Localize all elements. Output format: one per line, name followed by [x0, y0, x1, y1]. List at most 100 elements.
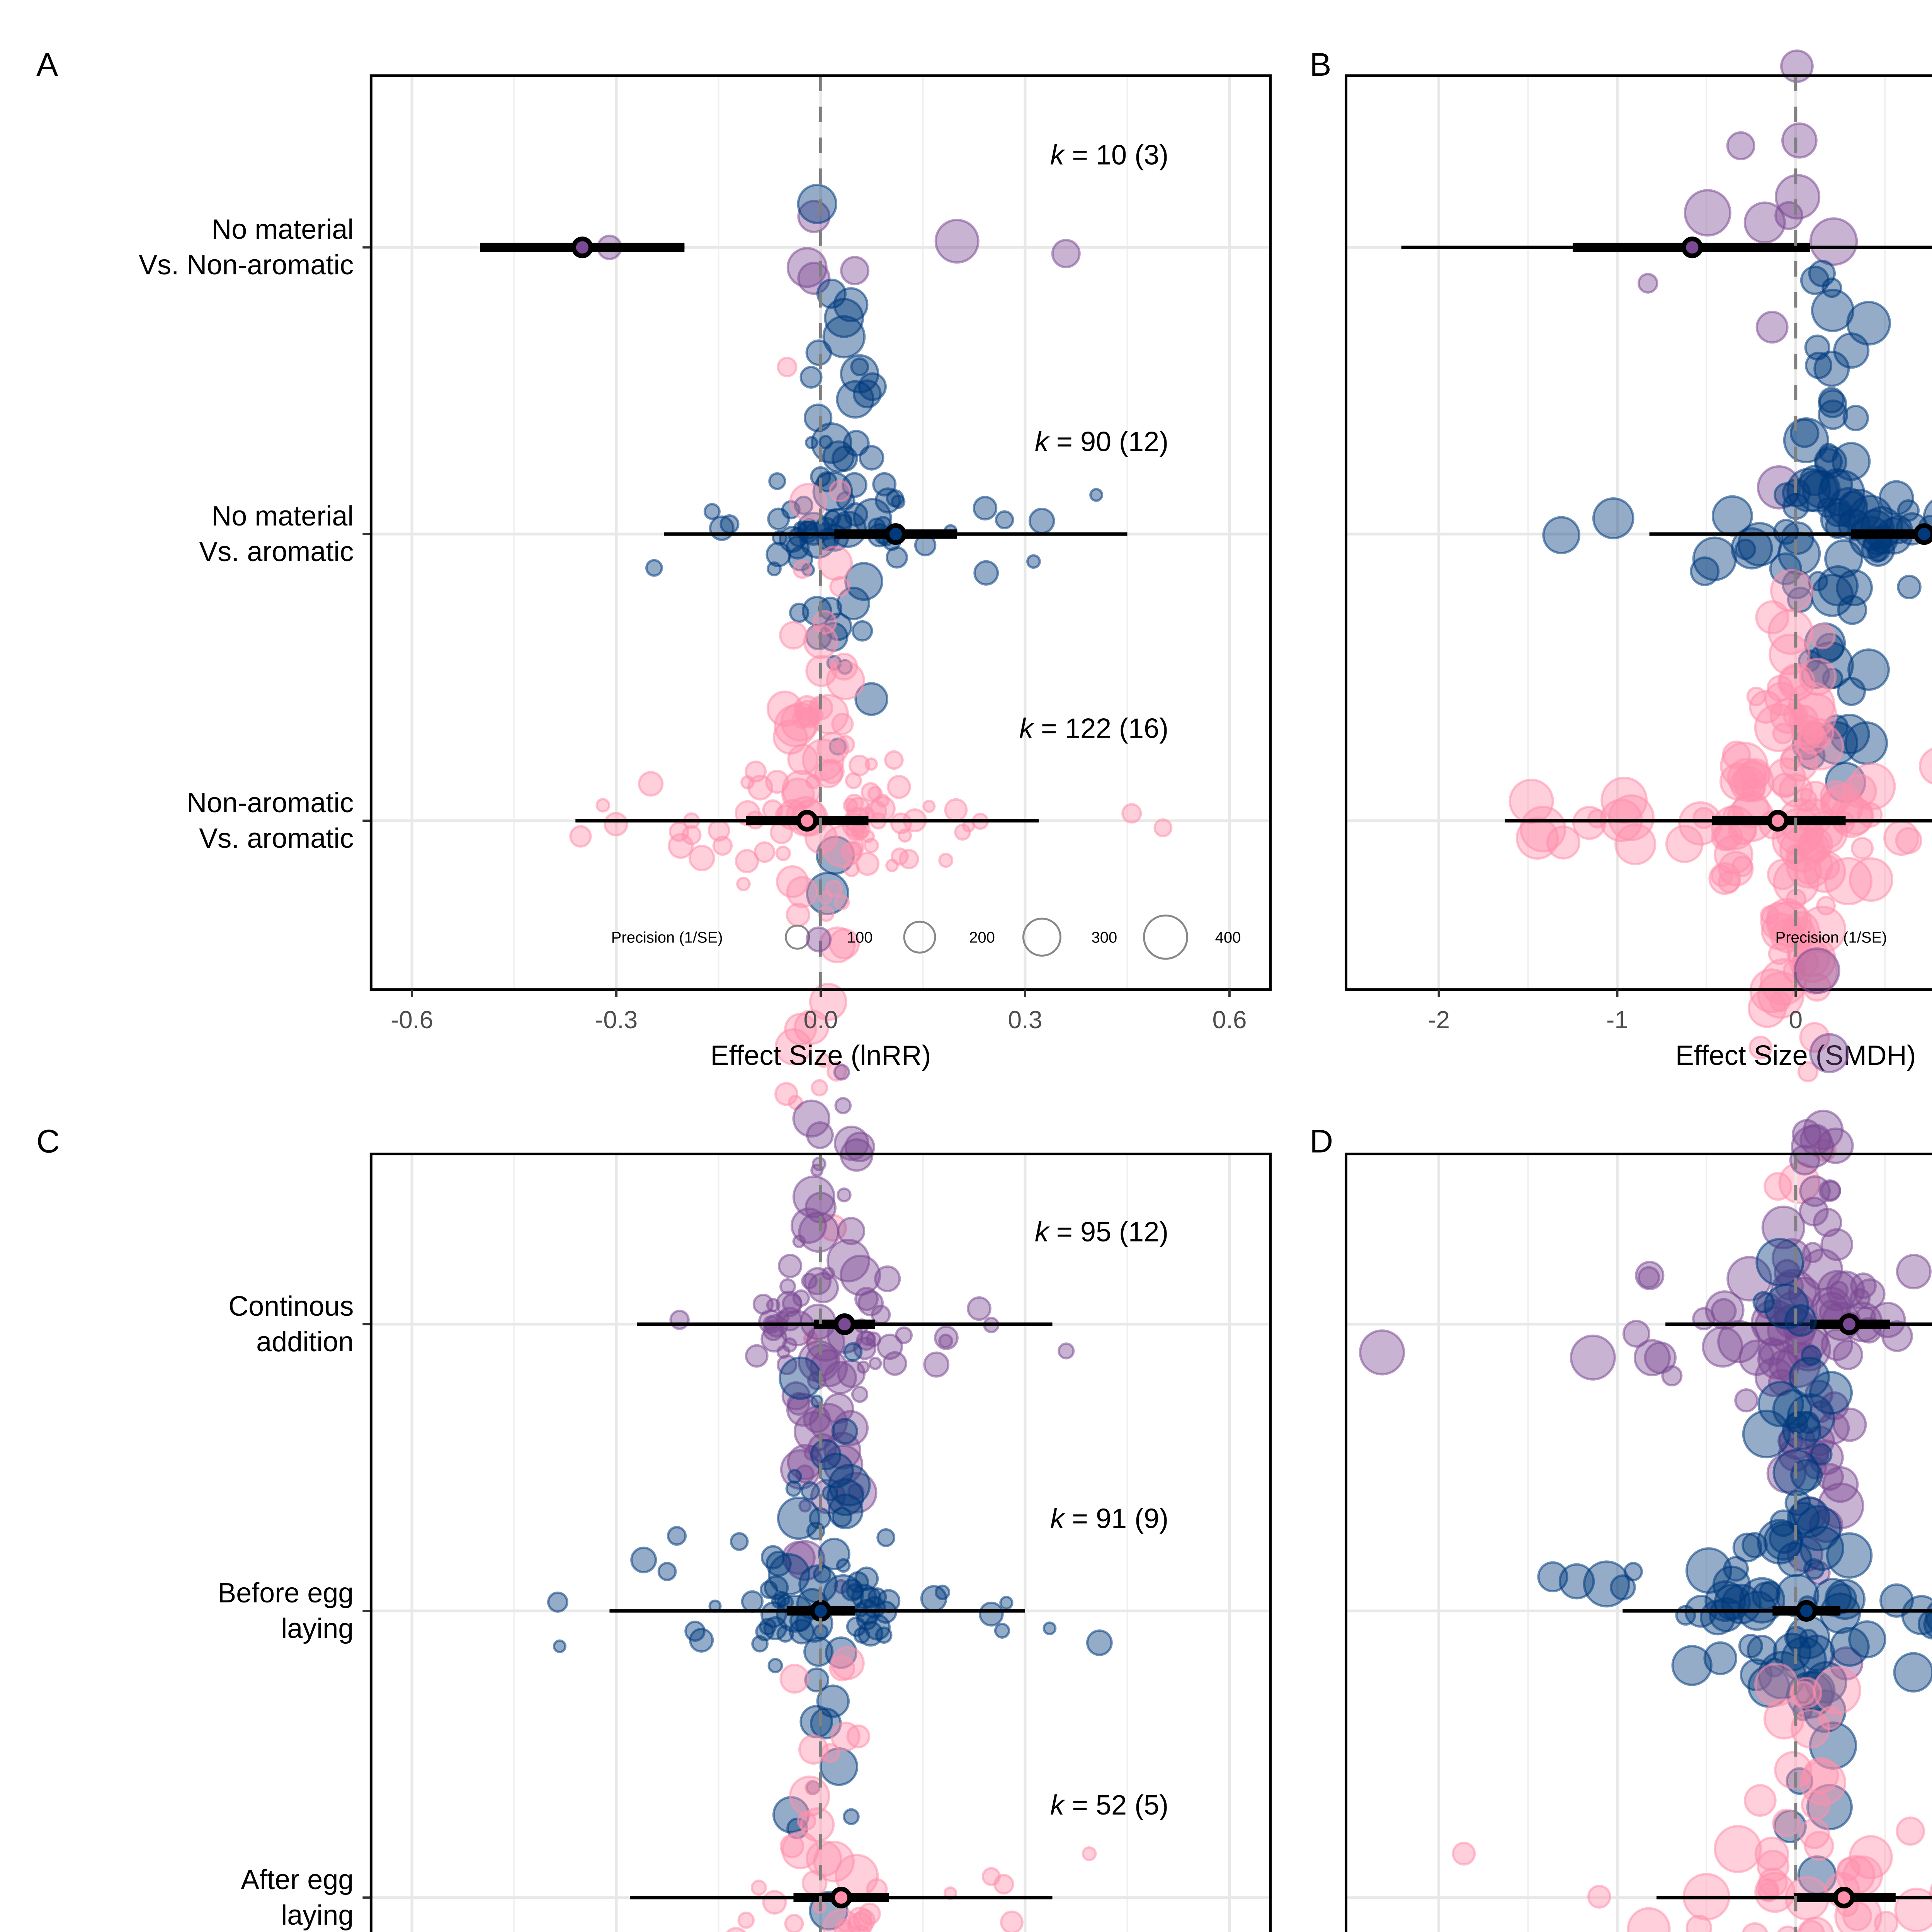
effect-size-point: [816, 1053, 831, 1068]
effect-size-point: [730, 1532, 749, 1551]
effect-size-point: [854, 1287, 879, 1311]
effect-size-point: [864, 757, 878, 771]
effect-size-point: [840, 354, 879, 394]
effect-size-point: [1846, 301, 1891, 346]
effect-size-point: [1761, 1205, 1806, 1250]
effect-size-point: [817, 545, 853, 581]
effect-size-point: [833, 1064, 850, 1081]
effect-size-point: [1894, 1888, 1932, 1932]
effect-size-point: [1799, 1022, 1830, 1053]
effect-size-point: [688, 845, 715, 871]
effect-size-point: [1795, 1505, 1842, 1551]
effect-size-point: [887, 775, 911, 799]
pooled-estimate: [796, 810, 818, 832]
legend-size-key: [903, 920, 936, 954]
effect-size-point: [794, 495, 814, 515]
effect-size-point: [712, 835, 733, 856]
effect-size-point: [1633, 1339, 1671, 1376]
effect-size-point: [1826, 1583, 1857, 1614]
effect-size-point: [1832, 1407, 1867, 1442]
panel-b: Bk = 11 (3)k = 94 (12)k = 132 (16)Precis…: [1310, 46, 1932, 1204]
legend-label: 400: [1215, 929, 1241, 946]
effect-size-point: [792, 1175, 835, 1219]
group-label: laying: [281, 1613, 354, 1644]
effect-size-point: [842, 472, 867, 498]
effect-size-point: [816, 731, 849, 765]
effect-size-point: [1800, 265, 1830, 295]
effect-size-point: [1896, 1816, 1925, 1846]
effect-size-point: [1777, 1925, 1799, 1932]
effect-size-point: [709, 515, 735, 541]
effect-size-point: [1644, 1341, 1677, 1374]
effect-size-point: [973, 496, 998, 520]
effect-size-point: [866, 1331, 882, 1347]
effect-size-point: [876, 1528, 896, 1547]
effect-size-point: [1809, 1371, 1853, 1415]
effect-size-point: [638, 771, 664, 797]
effect-size-point: [1705, 1290, 1745, 1330]
effect-size-point: [1051, 239, 1081, 269]
effect-size-point: [818, 1537, 850, 1570]
effect-size-point: [1727, 757, 1767, 798]
effect-size-point: [1797, 1061, 1819, 1082]
x-tick-label: 0.3: [1008, 1006, 1042, 1034]
effect-size-point: [799, 366, 823, 389]
effect-size-point: [1692, 1307, 1716, 1331]
effect-size-point: [1754, 1836, 1789, 1871]
effect-size-point: [849, 754, 871, 777]
effect-size-point: [750, 1879, 767, 1896]
effect-size-point: [1781, 122, 1818, 159]
effect-size-point: [1153, 818, 1173, 837]
pooled-estimate: [810, 1600, 832, 1622]
effect-size-point: [1757, 1339, 1798, 1380]
effect-size-point: [1690, 556, 1720, 586]
effect-size-point: [813, 1840, 855, 1883]
effect-size-point: [854, 682, 889, 716]
effect-size-point: [834, 1097, 852, 1114]
x-tick-label: -0.3: [595, 1006, 638, 1034]
effect-size-point: [1763, 1698, 1805, 1740]
effect-size-point: [1627, 1907, 1671, 1932]
effect-size-point: [779, 1663, 810, 1694]
effect-size-point: [1782, 917, 1816, 951]
effect-size-point: [735, 849, 759, 874]
effect-size-point: [1610, 1574, 1636, 1600]
effect-size-point: [811, 1079, 828, 1097]
effect-size-point: [1820, 789, 1848, 817]
effect-size-point: [1799, 1759, 1847, 1806]
effect-size-point: [1868, 540, 1890, 562]
effect-size-point: [1671, 1645, 1713, 1686]
effect-size-point: [1711, 823, 1739, 852]
effect-size-point: [1784, 1490, 1811, 1516]
effect-size-point: [667, 1526, 687, 1546]
legend-size-key: [1022, 917, 1061, 957]
legend-size-key: [1143, 914, 1189, 960]
effect-size-point: [657, 1562, 677, 1581]
effect-size-point: [1847, 648, 1890, 691]
effect-size-point: [851, 1386, 869, 1403]
effect-size-point: [1775, 174, 1821, 220]
effect-size-point: [884, 750, 904, 770]
effect-size-point: [1772, 1808, 1801, 1837]
group-2: k = 122 (16) Non-aromatic Vs. aromatic: [187, 357, 1173, 1346]
effect-size-point: [1813, 350, 1850, 387]
pooled-estimate: [1681, 236, 1703, 259]
k-label: k = 91 (9): [1050, 1503, 1168, 1534]
effect-size-point: [828, 480, 851, 502]
panel-border: [1345, 1152, 1932, 1932]
effect-size-point: [898, 828, 912, 843]
legend-label: 200: [969, 929, 995, 946]
effect-size-point: [774, 1082, 799, 1106]
effect-size-point: [1799, 1196, 1829, 1227]
effect-size-point: [967, 1296, 992, 1321]
effect-size-point: [827, 1238, 871, 1282]
effect-size-point: [934, 219, 980, 264]
effect-size-point: [1848, 1620, 1886, 1658]
effect-size-point: [1788, 681, 1836, 729]
effect-size-point: [1587, 1884, 1611, 1909]
effect-size-point: [885, 859, 899, 872]
effect-size-point: [669, 1310, 690, 1330]
effect-size-point: [1058, 1342, 1075, 1360]
effect-size-point: [1825, 514, 1850, 539]
group-0: k = 95 (12) Continous addition: [228, 926, 1168, 1594]
